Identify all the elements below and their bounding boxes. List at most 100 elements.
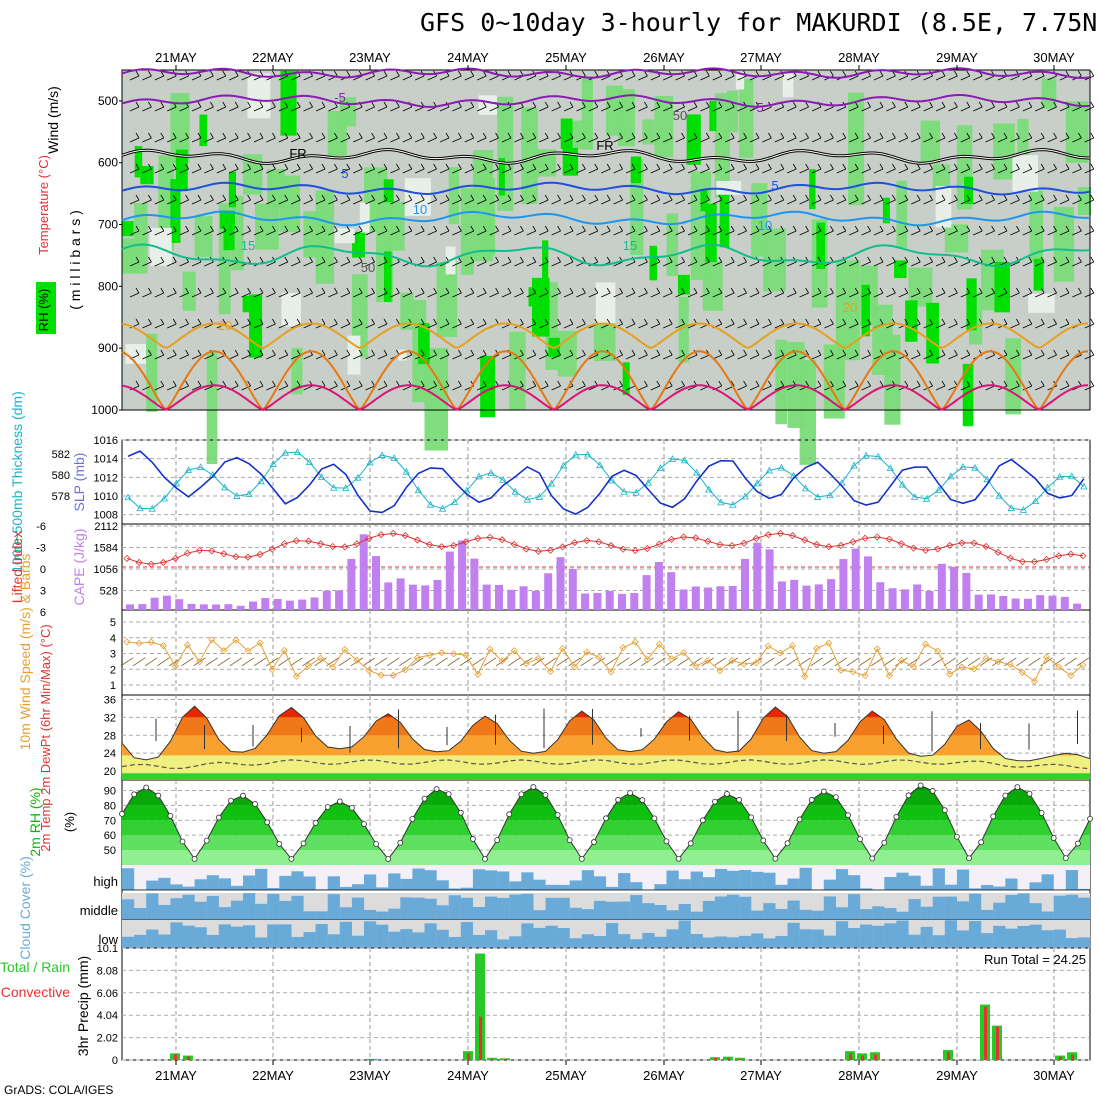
- barb-flag: [619, 163, 623, 170]
- wind-marker: [413, 654, 421, 662]
- wind-barb: [253, 318, 264, 329]
- barb-flag: [879, 132, 884, 139]
- barb-flag: [247, 380, 251, 387]
- barb-flag: [507, 225, 512, 232]
- barb-shaft: [749, 137, 760, 143]
- barb-shaft: [439, 230, 450, 236]
- cape-bar: [679, 589, 688, 610]
- wind-barb: [737, 380, 747, 391]
- cloud-bar: [811, 910, 824, 920]
- barb-shaft: [1022, 75, 1032, 81]
- barb-flag: [619, 349, 623, 356]
- barb-shaft: [204, 168, 214, 174]
- cloud-bar: [146, 929, 159, 948]
- wind-barb: [625, 163, 636, 174]
- wind-barb: [948, 101, 958, 112]
- rh-patch: [218, 203, 231, 315]
- barb-shaft: [551, 106, 561, 112]
- barb-flag: [458, 163, 462, 170]
- barb-shaft: [625, 137, 636, 143]
- barb-shaft: [985, 199, 995, 205]
- barb-shaft: [439, 261, 450, 267]
- rh-marker: [373, 841, 380, 847]
- wind-barb: [836, 287, 847, 298]
- surface-wind-barb: [253, 657, 267, 667]
- wind-barb: [315, 225, 326, 236]
- barb-shaft: [365, 354, 375, 360]
- surface-wind-barb: [423, 657, 436, 667]
- barb-flag: [768, 349, 772, 356]
- barb-flag: [321, 349, 326, 356]
- barb-flag: [941, 380, 946, 387]
- cape-bar: [519, 586, 528, 610]
- barb-flag: [259, 132, 264, 139]
- barb-shaft: [737, 261, 747, 267]
- barb-flag: [371, 318, 375, 325]
- rh-patch: [279, 175, 301, 233]
- rh-patch: [400, 292, 414, 330]
- rh-marker: [179, 838, 186, 845]
- rh-patch: [557, 330, 577, 377]
- barb-shaft: [377, 354, 388, 360]
- barb-shaft: [167, 106, 177, 112]
- barb-shaft: [687, 75, 698, 81]
- wind-barb: [241, 163, 251, 174]
- wind-barb: [563, 132, 574, 143]
- barb-shaft: [229, 230, 239, 236]
- rh-marker: [469, 836, 476, 842]
- wind-barb: [1022, 194, 1033, 205]
- rh-patch: [315, 190, 335, 284]
- wind-barb: [774, 349, 785, 360]
- barb-shaft: [1059, 323, 1070, 329]
- barb-shaft: [675, 323, 685, 329]
- wind-barb: [576, 101, 586, 112]
- barb-shaft: [477, 137, 487, 143]
- barb-shaft: [787, 106, 797, 112]
- lifted-marker: [196, 546, 204, 554]
- wind-barb: [935, 132, 946, 143]
- barb-shaft: [551, 230, 561, 236]
- barb-shaft: [551, 385, 561, 391]
- barb-flag: [148, 132, 152, 139]
- wind-barb: [179, 132, 189, 143]
- barb-shaft: [501, 199, 512, 205]
- barb-flag: [371, 194, 375, 201]
- cloud-bar: [739, 896, 752, 920]
- precip-axis-label: 3hr Precip (mm): [75, 956, 91, 1056]
- barb-shaft: [266, 354, 276, 360]
- barb-flag: [383, 225, 388, 232]
- wind-barb: [1022, 318, 1033, 329]
- lifted-marker: [873, 533, 881, 541]
- barb-flag: [247, 256, 251, 263]
- wind-barb: [687, 101, 698, 112]
- barb-flag: [197, 101, 202, 108]
- barb-flag: [1028, 194, 1033, 201]
- barb-shaft: [551, 137, 561, 143]
- barb-flag: [222, 225, 227, 232]
- barb-flag: [867, 318, 871, 325]
- barb-flag: [259, 101, 264, 108]
- cloud-bar: [291, 936, 304, 948]
- rh-marker: [542, 792, 549, 798]
- cloud-bar: [424, 870, 437, 890]
- wind-barb: [663, 163, 673, 174]
- barb-flag: [482, 163, 487, 170]
- barb-shaft: [811, 106, 822, 112]
- barb-flag: [321, 132, 326, 139]
- wind-barb: [911, 132, 921, 143]
- barb-flag: [383, 287, 388, 294]
- barb-flag: [482, 256, 487, 263]
- barb-shaft: [241, 292, 251, 298]
- rh-patch-dry: [782, 74, 794, 98]
- rh-marker: [494, 837, 501, 844]
- barb-shaft: [675, 199, 685, 205]
- cape-bar: [507, 589, 516, 610]
- thickness-marker: [245, 490, 253, 497]
- temp-contour-30: [121, 384, 1089, 412]
- wind-barb: [799, 287, 809, 298]
- wind-barb: [427, 349, 437, 360]
- barb-shaft: [948, 199, 958, 205]
- rh-patch-high: [630, 156, 642, 184]
- rh-marker: [215, 814, 222, 821]
- barb-shaft: [365, 261, 375, 267]
